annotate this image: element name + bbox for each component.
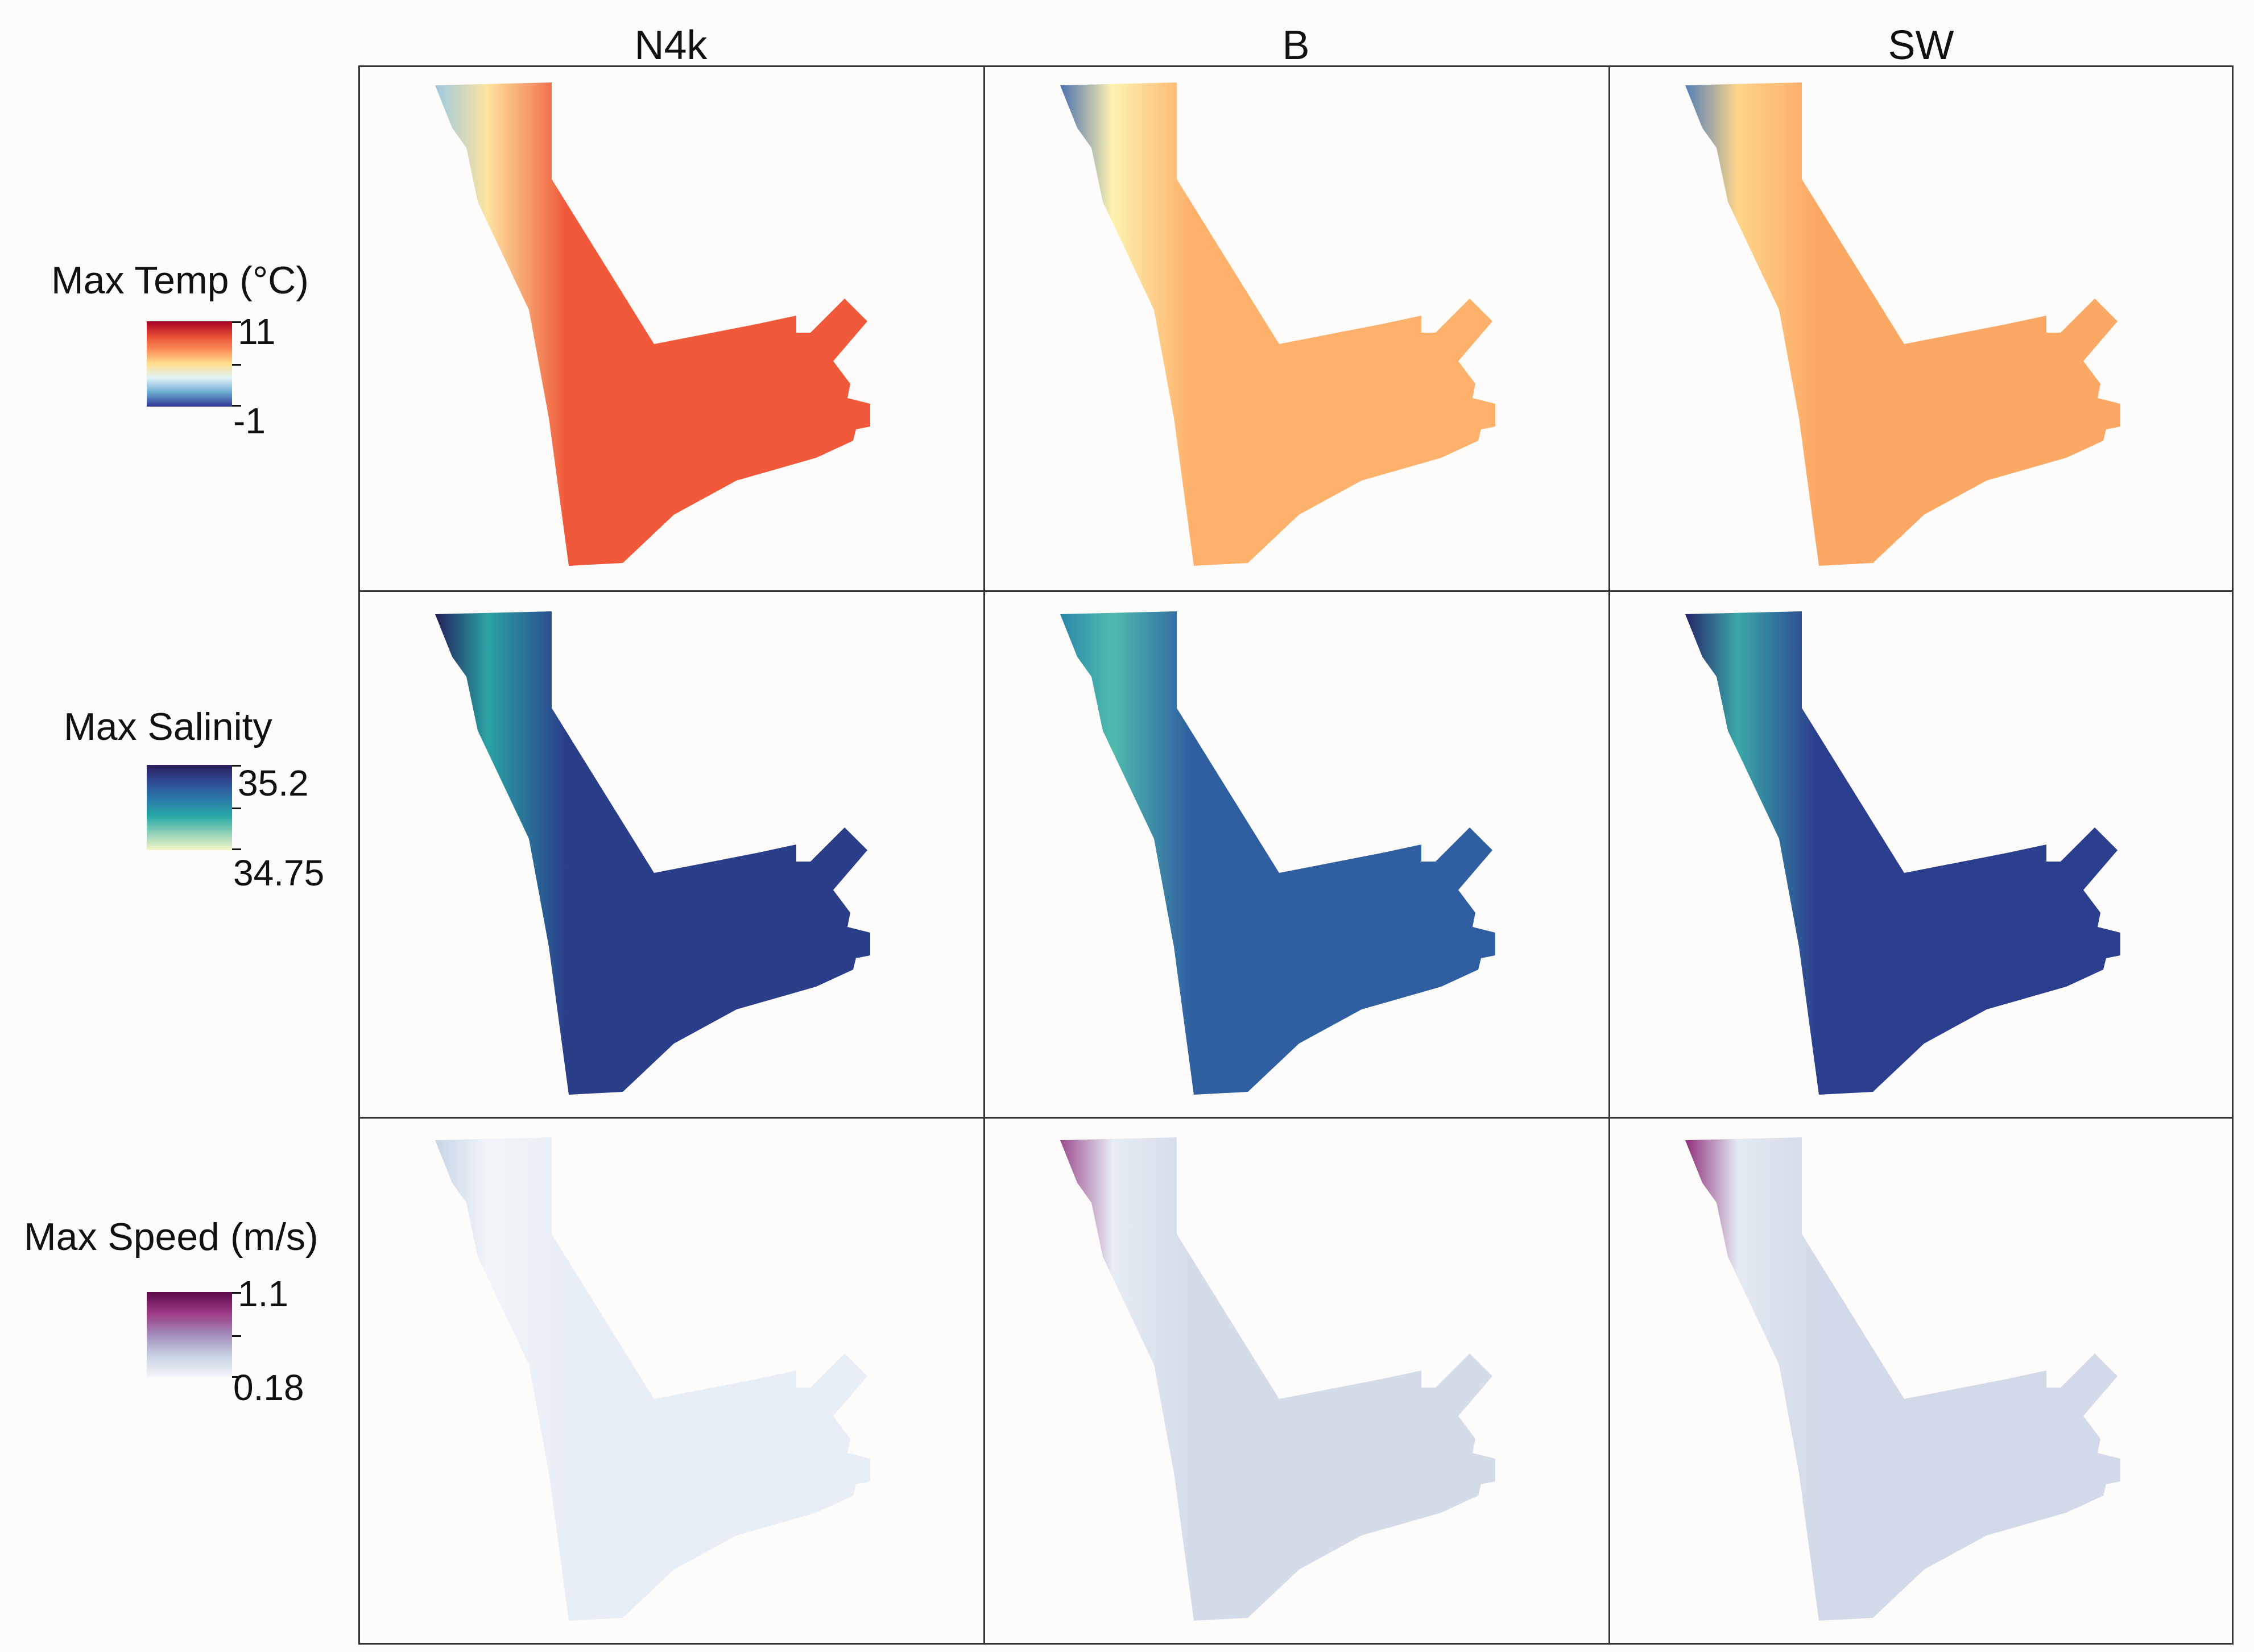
map-2-b (1060, 1137, 1495, 1621)
tick-mark (232, 405, 241, 407)
colorbar (147, 765, 232, 850)
map-0-sw (1685, 82, 2120, 566)
map-1-b (1060, 611, 1495, 1095)
column-header-sw: SW (1888, 23, 1954, 68)
legend-title: Max Speed (m/s) (24, 1215, 319, 1258)
grid-divider (360, 590, 2232, 592)
grid-divider (360, 1117, 2232, 1119)
tick-mark (232, 765, 241, 767)
map-0-b (1060, 82, 1495, 566)
column-header-b: B (1282, 23, 1310, 68)
tick-mark (232, 808, 241, 809)
tick-mark (232, 1335, 241, 1337)
colorbar-max-label: 11 (238, 311, 276, 352)
colorbar-min-label: 34.75 (233, 852, 325, 893)
colorbar-max-label: 35.2 (238, 763, 309, 804)
tick-mark (232, 1376, 241, 1378)
colorbar (147, 1292, 232, 1377)
map-0-n4k (435, 82, 870, 566)
grid-divider (1608, 67, 1610, 1643)
panel-grid (358, 65, 2234, 1645)
tick-mark (232, 364, 241, 366)
tick-mark (232, 848, 241, 850)
grid-divider (983, 67, 985, 1643)
tick-mark (232, 321, 241, 323)
tick-mark (232, 1292, 241, 1294)
column-header-n4k: N4k (634, 23, 708, 68)
colorbar (147, 321, 232, 407)
map-1-n4k (435, 611, 870, 1095)
legend-title: Max Temp (°C) (51, 259, 309, 302)
map-panels (435, 82, 2120, 1621)
colorbar-min-label: 0.18 (233, 1367, 304, 1408)
legend-title: Max Salinity (64, 705, 272, 748)
map-1-sw (1685, 611, 2120, 1095)
colorbar-max-label: 1.1 (238, 1273, 288, 1314)
map-2-sw (1685, 1137, 2120, 1621)
map-2-n4k (435, 1137, 870, 1621)
colorbar-min-label: -1 (233, 400, 266, 441)
